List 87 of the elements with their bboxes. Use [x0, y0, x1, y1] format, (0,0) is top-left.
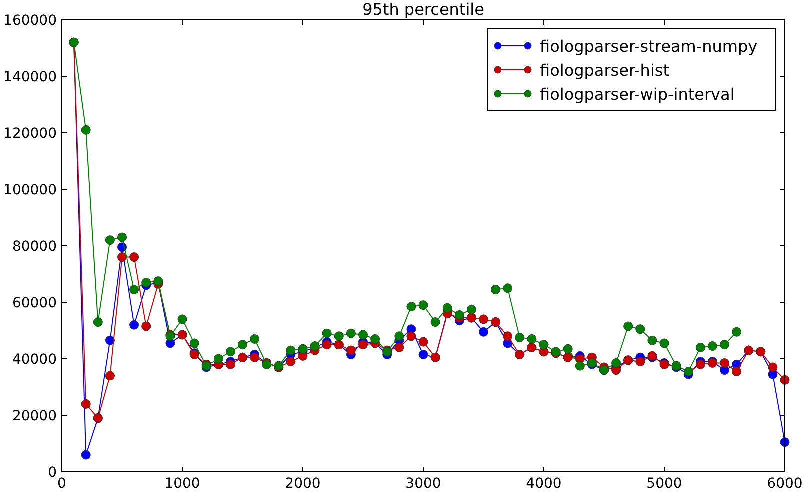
point — [696, 342, 706, 352]
point — [636, 324, 646, 334]
point — [214, 354, 224, 364]
point — [491, 285, 501, 295]
point — [454, 310, 464, 320]
point — [720, 340, 730, 350]
y-tick-label: 0 — [48, 465, 57, 481]
point — [442, 303, 452, 313]
point — [118, 252, 127, 262]
point — [178, 314, 188, 324]
point — [479, 327, 488, 337]
x-tick-label: 6000 — [767, 476, 803, 492]
point — [624, 322, 634, 332]
y-tick-label: 60000 — [12, 296, 57, 312]
point — [648, 336, 658, 346]
point — [286, 357, 296, 367]
point — [696, 360, 706, 370]
point — [418, 337, 428, 347]
point — [394, 332, 404, 342]
y-tick-label: 140000 — [4, 70, 57, 86]
point — [250, 334, 260, 344]
point — [527, 334, 537, 344]
point — [226, 360, 236, 370]
y-tick-label: 40000 — [12, 352, 57, 368]
point — [93, 318, 103, 328]
y-tick-label: 20000 — [12, 408, 57, 424]
point — [286, 346, 296, 356]
point — [503, 332, 513, 342]
point — [406, 332, 416, 342]
point — [430, 318, 440, 328]
point — [142, 322, 152, 332]
point — [322, 340, 332, 350]
point — [418, 300, 428, 310]
point — [130, 285, 140, 295]
point — [346, 328, 356, 338]
x-tick-label: 3000 — [406, 476, 442, 492]
point — [539, 340, 549, 350]
point — [105, 236, 115, 246]
point — [81, 450, 91, 460]
point — [358, 330, 368, 340]
point — [238, 340, 248, 350]
point — [563, 344, 573, 354]
x-tick-label: 5000 — [646, 476, 682, 492]
point — [358, 340, 368, 350]
point — [105, 336, 115, 346]
legend-label: fiologparser-wip-interval — [540, 85, 735, 104]
point — [394, 342, 404, 352]
point — [322, 328, 332, 338]
point — [768, 362, 778, 372]
point — [81, 399, 91, 409]
point — [418, 350, 428, 360]
point — [130, 252, 140, 262]
point — [720, 358, 730, 368]
point — [250, 352, 260, 362]
x-tick-label: 1000 — [164, 476, 200, 492]
chart-title: 95th percentile — [362, 0, 484, 19]
y-tick-label: 120000 — [4, 126, 57, 142]
point — [636, 357, 646, 367]
point — [503, 284, 513, 294]
point — [479, 314, 488, 324]
point — [118, 232, 127, 242]
point — [226, 347, 236, 357]
point — [406, 302, 416, 312]
point — [732, 366, 742, 376]
point — [334, 332, 344, 342]
point — [190, 338, 200, 348]
point — [298, 344, 308, 354]
point — [370, 334, 380, 344]
point — [660, 338, 670, 348]
point — [708, 342, 718, 352]
point — [130, 320, 140, 330]
point — [612, 358, 622, 368]
point — [732, 327, 742, 337]
x-tick-label: 4000 — [526, 476, 562, 492]
legend-label: fiologparser-stream-numpy — [540, 37, 758, 56]
y-tick-label: 100000 — [4, 182, 57, 198]
x-tick-label: 2000 — [285, 476, 321, 492]
legend-label: fiologparser-hist — [540, 61, 670, 80]
point — [466, 304, 476, 314]
point — [515, 333, 525, 343]
y-tick-label: 80000 — [12, 239, 57, 255]
y-tick-label: 160000 — [4, 13, 57, 29]
point — [346, 346, 356, 356]
point — [142, 278, 152, 288]
point — [81, 125, 91, 135]
point — [105, 371, 115, 381]
point — [575, 361, 585, 371]
